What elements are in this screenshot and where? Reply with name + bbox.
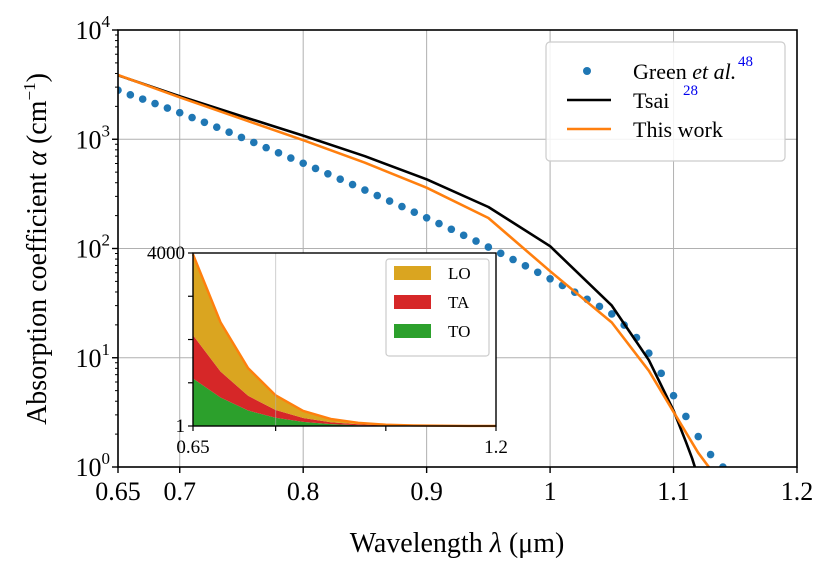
green-data-point — [484, 243, 493, 251]
green-data-point — [657, 369, 665, 378]
inset-y-tick-label-1: 4000 — [147, 243, 185, 264]
green-data-point — [118, 86, 122, 95]
series-this-work — [118, 73, 711, 467]
inset-legend-swatch-to — [394, 324, 431, 338]
green-data-point — [546, 275, 554, 283]
green-data-point — [237, 133, 246, 142]
green-data-point — [608, 310, 616, 318]
green-data-point — [496, 249, 505, 258]
x-tick-label-5: 1.1 — [657, 477, 690, 506]
inset-legend-swatch-ta — [394, 295, 431, 309]
series-line-1 — [118, 74, 697, 467]
green-data-point — [287, 154, 295, 162]
legend-ref-tsai: 28 — [683, 83, 698, 99]
legend-label-this-work: This work — [633, 117, 723, 142]
inset-legend-label-ta: TA — [448, 293, 470, 312]
green-data-point — [361, 186, 369, 194]
green-data-point — [472, 237, 480, 245]
main-ticks: 0.65 0.7 0.8 0.9 1 1.1 1.2 100 101 102 103 104 — [76, 12, 814, 506]
green-data-point — [311, 164, 320, 173]
y-tick-label-4: 104 — [76, 12, 111, 45]
green-data-point — [410, 208, 419, 216]
inset-area-to — [193, 378, 496, 426]
inset-ticks: 0.65 1.2 1 4000 — [147, 243, 508, 458]
green-data-point — [682, 412, 690, 421]
inset-x-tick-label-1: 1.2 — [484, 437, 508, 458]
series-tsai — [118, 74, 697, 467]
green-data-point — [225, 128, 233, 137]
green-data-point — [348, 180, 357, 189]
inset-x-tick-label-0: 0.65 — [176, 437, 209, 458]
green-data-point — [459, 231, 468, 240]
series-line-2 — [118, 73, 711, 467]
green-data-point — [521, 262, 530, 270]
main-legend: Green et al. 48 Tsai 28 This work — [545, 41, 786, 162]
green-data-point — [262, 143, 270, 152]
green-data-point — [694, 432, 703, 441]
green-data-point — [533, 268, 542, 277]
green-data-point — [250, 138, 258, 147]
green-data-point — [595, 302, 604, 311]
y-axis-label: Absorption coefficient α (cm−1) — [20, 73, 53, 425]
series-green-et-al- — [118, 86, 727, 467]
green-data-point — [435, 219, 443, 228]
y-tick-label-1: 101 — [76, 340, 111, 373]
green-data-point — [151, 99, 159, 108]
green-data-point — [422, 213, 431, 222]
x-tick-label-1: 0.7 — [163, 477, 196, 506]
legend-ref-green: 48 — [738, 54, 753, 70]
green-data-point — [706, 450, 715, 459]
main-series — [118, 73, 727, 467]
inset-chart: 0.65 1.2 1 4000 LO TA TO — [147, 243, 508, 458]
legend-marker-green — [583, 67, 591, 75]
inset-legend: LO TA TO — [385, 258, 490, 357]
x-tick-label-3: 0.9 — [410, 477, 443, 506]
inset-legend-label-lo: LO — [448, 264, 471, 283]
y-tick-label-0: 100 — [76, 449, 111, 482]
green-data-point — [163, 104, 172, 112]
inset-legend-swatch-lo — [394, 266, 431, 280]
y-tick-label-2: 102 — [76, 231, 111, 264]
green-data-point — [188, 113, 196, 122]
x-tick-label-0: 0.65 — [95, 477, 141, 506]
green-data-point — [509, 255, 517, 264]
legend-frame — [545, 41, 786, 162]
x-tick-label-4: 1 — [544, 477, 557, 506]
inset-legend-label-to: TO — [448, 322, 470, 341]
green-data-point — [719, 463, 727, 467]
green-data-point — [336, 175, 345, 183]
y-tick-label-3: 103 — [76, 121, 111, 154]
green-data-point — [200, 118, 209, 127]
green-data-point — [299, 159, 307, 168]
green-data-point — [447, 225, 456, 234]
green-data-point — [212, 123, 221, 131]
green-data-point — [385, 197, 394, 205]
legend-label-green: Green et al. — [633, 59, 736, 84]
green-data-point — [324, 169, 332, 178]
inset-y-tick-label-0: 1 — [176, 416, 186, 437]
green-data-point — [138, 95, 147, 103]
green-data-point — [175, 108, 184, 117]
green-data-point — [398, 202, 406, 211]
green-data-point — [373, 191, 382, 200]
green-data-point — [669, 391, 678, 400]
green-data-point — [126, 91, 135, 99]
x-axis-label: Wavelength λ (μm) — [350, 528, 565, 559]
x-tick-label-6: 1.2 — [781, 477, 814, 506]
legend-label-tsai: Tsai — [633, 88, 669, 113]
green-data-point — [274, 149, 283, 157]
x-tick-label-2: 0.8 — [287, 477, 320, 506]
